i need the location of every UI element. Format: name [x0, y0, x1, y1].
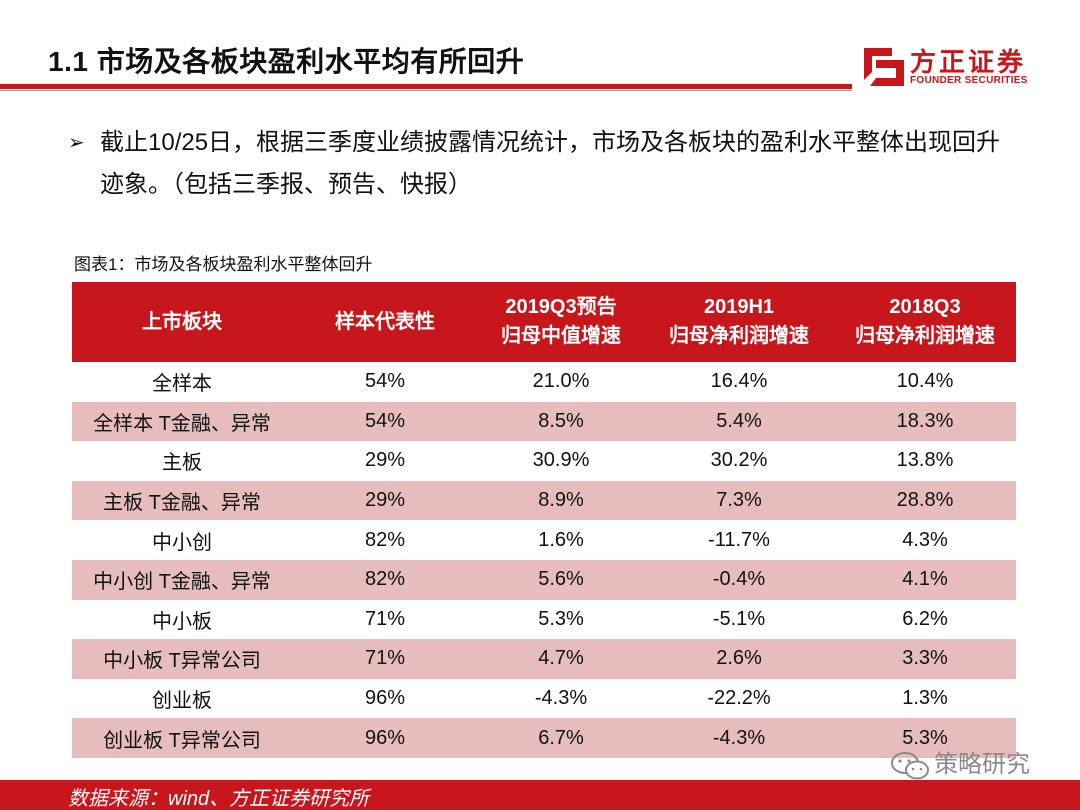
watermark-text: 策略研究	[934, 751, 1030, 778]
column-header-line: 上市板块	[142, 310, 222, 333]
table-row: 中小板 T异常公司 71% 4.7% 2.6% 3.3%	[72, 639, 1016, 679]
table-cell: 8.9%	[478, 480, 644, 521]
row-label: 全样本	[152, 373, 212, 396]
column-header: 样本代表性	[292, 282, 478, 362]
table-cell: 5.6%	[478, 559, 644, 600]
table-cell: 21.0%	[532, 370, 590, 393]
row-label: 主板	[162, 452, 202, 475]
table-cell: 6.7%	[478, 718, 644, 758]
earnings-table: 上市板块 样本代表性 2019Q3预告 归母中值增速 2019H1 归母净利润增速 2018…	[72, 282, 1016, 758]
founder-logo-icon	[864, 48, 904, 86]
table-cell: 8.5%	[478, 401, 644, 442]
row-label: 全样本 T金融、异常	[72, 401, 292, 442]
table-cell: 2.6%	[644, 639, 834, 679]
table-cell: 28.8%	[834, 480, 1016, 521]
bullet-text: 截止10/25日，根据三季度业绩披露情况统计，市场及各板块的盈利水平整体出现回升…	[100, 129, 1001, 198]
table-row: 中小创 82% 1.6% -11.7% 4.3%	[72, 520, 1016, 560]
data-source: 数据来源：wind、方正证券研究所	[68, 788, 370, 810]
table-cell: 96%	[364, 687, 406, 710]
table-row: 全样本 54% 21.0% 16.4% 10.4%	[72, 362, 1016, 402]
table-cell: 30.9%	[532, 449, 590, 472]
column-header-line: 2018Q3	[889, 296, 961, 318]
table-row: 创业板 96% -4.3% -22.2% 1.3%	[72, 679, 1016, 719]
table-cell: 6.2%	[902, 607, 948, 630]
table-cell: -22.2%	[707, 687, 771, 710]
row-label: 中小创 T金融、异常	[72, 559, 292, 600]
bullet-arrow-icon: ➢	[68, 132, 85, 154]
table-cell: -0.4%	[644, 559, 834, 600]
row-label: 中小板	[152, 610, 212, 633]
column-header: 2019Q3预告 归母中值增速	[478, 282, 644, 362]
table-cell: 29%	[292, 480, 478, 521]
table-row: 主板 29% 30.9% 30.2% 13.8%	[72, 441, 1016, 481]
founder-securities-logo: 方正证券 FOUNDER SECURITIES	[862, 42, 1052, 90]
table-cell: 54%	[292, 401, 478, 442]
table-row: 创业板 T异常公司 96% 6.7% -4.3% 5.3%	[72, 718, 1016, 758]
logo-english-name: FOUNDER SECURITIES	[910, 75, 1028, 86]
table-cell: 5.4%	[644, 401, 834, 442]
table-cell: 18.3%	[834, 401, 1016, 442]
table-cell: 54%	[364, 370, 406, 393]
table-cell: -4.3%	[534, 687, 588, 710]
table-cell: 30.2%	[710, 449, 768, 472]
table-cell: 7.3%	[644, 480, 834, 521]
row-label: 中小创	[152, 531, 212, 554]
table-caption: 图表1：市场及各板块盈利水平整体回升	[74, 255, 373, 274]
table-cell: 16.4%	[710, 370, 768, 393]
table-header-row: 上市板块 样本代表性 2019Q3预告 归母中值增速 2019H1 归母净利润增速 2018…	[72, 282, 1016, 362]
table-cell: 82%	[364, 528, 406, 551]
column-header-line: 样本代表性	[335, 310, 435, 333]
table-cell: -5.1%	[712, 607, 766, 630]
table-cell: 71%	[292, 639, 478, 679]
row-label: 创业板 T异常公司	[72, 718, 292, 758]
table-row: 主板 T金融、异常 29% 8.9% 7.3% 28.8%	[72, 480, 1016, 521]
row-label: 主板 T金融、异常	[72, 480, 292, 521]
table-cell: 1.3%	[902, 687, 948, 710]
table-body: 全样本 54% 21.0% 16.4% 10.4% 全样本 T金融、异常 54% 8.5% 5.…	[72, 362, 1016, 758]
table-cell: 1.6%	[538, 528, 584, 551]
row-label: 创业板	[152, 690, 212, 713]
table-cell: 5.3%	[538, 607, 584, 630]
column-header-line: 2019H1	[703, 296, 775, 318]
column-header: 上市板块	[72, 282, 292, 362]
table-cell: 71%	[364, 607, 406, 630]
table-row: 中小创 T金融、异常 82% 5.6% -0.4% 4.1%	[72, 559, 1016, 600]
column-header-line: 归母净利润增速	[669, 325, 809, 347]
column-header: 2019H1 归母净利润增速	[644, 282, 834, 362]
table-cell: 10.4%	[896, 370, 954, 393]
header-divider	[0, 84, 852, 89]
column-header-line: 2019Q3预告	[505, 296, 617, 318]
column-header: 2018Q3 归母净利润增速	[834, 282, 1016, 362]
table-cell: -4.3%	[644, 718, 834, 758]
page-title: 1.1 市场及各板块盈利水平均有所回升	[48, 46, 525, 77]
table-cell: 13.8%	[896, 449, 954, 472]
header-divider-thin	[0, 90, 852, 91]
table-cell: 4.3%	[902, 528, 948, 551]
wechat-watermark: 策略研究	[890, 744, 1030, 781]
wechat-icon	[891, 751, 929, 780]
table-cell: 4.1%	[834, 559, 1016, 600]
bullet-point: ➢ 截止10/25日，根据三季度业绩披露情况统计，市场及各板块的盈利水平整体出现…	[68, 122, 1008, 206]
table-cell: -11.7%	[708, 528, 770, 551]
table-cell: 29%	[364, 449, 406, 472]
table-cell: 3.3%	[834, 639, 1016, 679]
table-cell: 82%	[292, 559, 478, 600]
table-cell: 96%	[292, 718, 478, 758]
logo-chinese-name: 方正证券	[910, 47, 1027, 77]
table-row: 中小板 71% 5.3% -5.1% 6.2%	[72, 600, 1016, 640]
column-header-line: 归母净利润增速	[855, 325, 995, 347]
row-label: 中小板 T异常公司	[72, 639, 292, 679]
table-row: 全样本 T金融、异常 54% 8.5% 5.4% 18.3%	[72, 401, 1016, 442]
column-header-line: 归母中值增速	[501, 325, 621, 347]
table-cell: 4.7%	[478, 639, 644, 679]
table-cell: 5.3%	[834, 718, 1016, 758]
footer-bar	[0, 780, 1080, 810]
